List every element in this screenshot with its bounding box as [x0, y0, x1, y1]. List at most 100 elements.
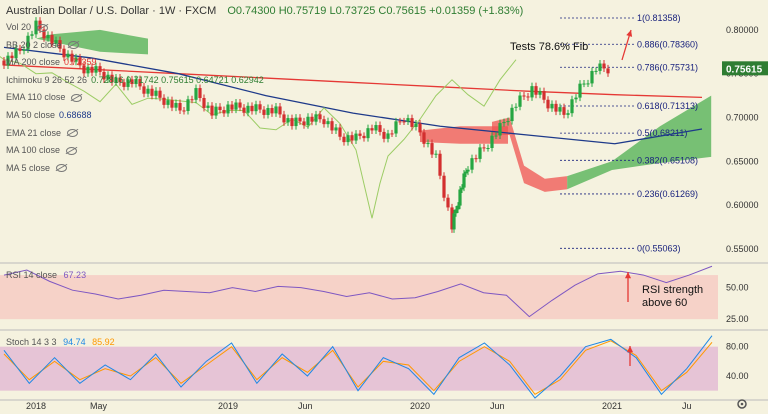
candle-body	[464, 171, 468, 174]
annotations: 0.75615 Tests 78.6% Fib RSI strengthabove …	[510, 29, 768, 366]
fib-label: 0.382(0.65108)	[637, 155, 698, 165]
candle-body	[70, 53, 74, 62]
candle-body	[430, 143, 434, 155]
legend-label: MA 200 close	[6, 57, 61, 68]
fib-label: 0(0.55063)	[637, 243, 681, 253]
candle-body	[322, 119, 326, 125]
candle-body	[390, 133, 394, 135]
candle-body	[270, 108, 274, 114]
candle-body	[190, 99, 194, 101]
candle-body	[574, 97, 578, 100]
candle-body	[58, 40, 62, 49]
candle-body	[338, 127, 342, 137]
candle-body	[378, 125, 382, 132]
rsi-tick-label: 25.00	[726, 314, 749, 324]
candle-body	[230, 104, 234, 110]
candle-body	[526, 96, 530, 98]
price-tick-label: 0.70000	[726, 112, 759, 122]
candle-body	[466, 169, 470, 172]
candle-body	[418, 123, 422, 133]
ohlc-readout: O0.74300 H0.75719 L0.73725 C0.75615 +0.0…	[227, 5, 524, 17]
candle-body	[198, 88, 202, 98]
candle-body	[554, 103, 558, 112]
rsi-label: RSI 14 close	[6, 270, 58, 280]
stoch-k-value: 94.74	[63, 337, 86, 347]
candle-body	[370, 128, 374, 131]
price-badge-text: 0.75615	[726, 64, 763, 75]
candle-body	[278, 106, 282, 115]
candle-body	[598, 63, 602, 71]
time-tick-label: 2020	[410, 401, 430, 411]
cloud-segment	[567, 95, 712, 190]
candle-body	[606, 68, 610, 74]
candle-body	[558, 107, 562, 112]
time-tick-label: Jun	[490, 401, 505, 411]
legend-row: MA 50 close 0.68688	[6, 110, 92, 120]
rsi-value: 67.23	[63, 270, 87, 280]
candle-body	[298, 117, 302, 122]
candle-body	[330, 121, 334, 131]
candle-body	[266, 108, 270, 115]
candle-body	[366, 128, 370, 139]
candle-body	[498, 123, 502, 136]
candle-body	[562, 107, 566, 115]
candle-body	[358, 133, 362, 136]
candle-body	[422, 132, 426, 144]
candles	[2, 17, 610, 233]
time-tick-label: 2021	[602, 401, 622, 411]
legend-label: MA 50 close	[6, 110, 56, 120]
candle-body	[456, 205, 460, 210]
candle-body	[462, 173, 466, 188]
price-tick-label: 0.65000	[726, 156, 759, 166]
time-tick-label: May	[90, 401, 108, 411]
stoch-tick-label: 40.00	[726, 371, 749, 381]
candle-body	[454, 209, 458, 214]
candle-body	[242, 107, 246, 113]
legend-row: BB 20 2 close	[6, 40, 79, 50]
candle-body	[238, 102, 242, 108]
candle-body	[206, 105, 210, 108]
candle-body	[74, 57, 78, 62]
candle-body	[134, 79, 138, 85]
legend-row: EMA 21 close	[6, 128, 79, 138]
candle-body	[78, 57, 82, 66]
hidden-eye-icon[interactable]	[67, 41, 79, 50]
candle-body	[106, 74, 110, 80]
candle-body	[514, 106, 518, 108]
grid	[0, 262, 768, 401]
hidden-eye-icon[interactable]	[37, 23, 49, 32]
candle-body	[326, 121, 330, 125]
candle-body	[474, 158, 478, 160]
rsi-line	[3, 265, 713, 318]
candle-body	[314, 114, 318, 122]
legend-row: MA 100 close	[6, 145, 78, 155]
candle-body	[550, 103, 554, 109]
candle-body	[146, 88, 150, 94]
candle-body	[290, 118, 294, 127]
hidden-eye-icon[interactable]	[67, 129, 79, 138]
candle-body	[578, 83, 582, 98]
stoch-tick-label: 80.00	[726, 342, 749, 352]
candle-body	[82, 65, 86, 74]
stoch-d-value: 85.92	[92, 337, 115, 347]
hidden-eye-icon[interactable]	[66, 146, 78, 155]
candle-body	[350, 135, 354, 141]
candle-body	[570, 99, 574, 114]
hidden-eye-icon[interactable]	[56, 164, 68, 173]
candle-body	[398, 121, 402, 123]
hidden-eye-icon[interactable]	[71, 94, 83, 103]
candle-body	[318, 114, 322, 120]
candle-body	[10, 55, 14, 59]
candle-body	[66, 53, 70, 58]
legend-label: Vol 20	[6, 22, 32, 32]
candle-body	[218, 106, 222, 111]
candle-body	[386, 133, 390, 139]
fib-label: 0.786(0.75731)	[637, 62, 698, 72]
legend-row: Ichimoku 9 26 52 26 0.72816 0.71742 0.756…	[6, 75, 264, 85]
candle-body	[494, 135, 498, 137]
candle-body	[262, 109, 266, 115]
trend-arrow-head	[626, 30, 633, 37]
candle-body	[54, 40, 58, 44]
candle-body	[406, 118, 410, 122]
candle-body	[302, 121, 306, 126]
